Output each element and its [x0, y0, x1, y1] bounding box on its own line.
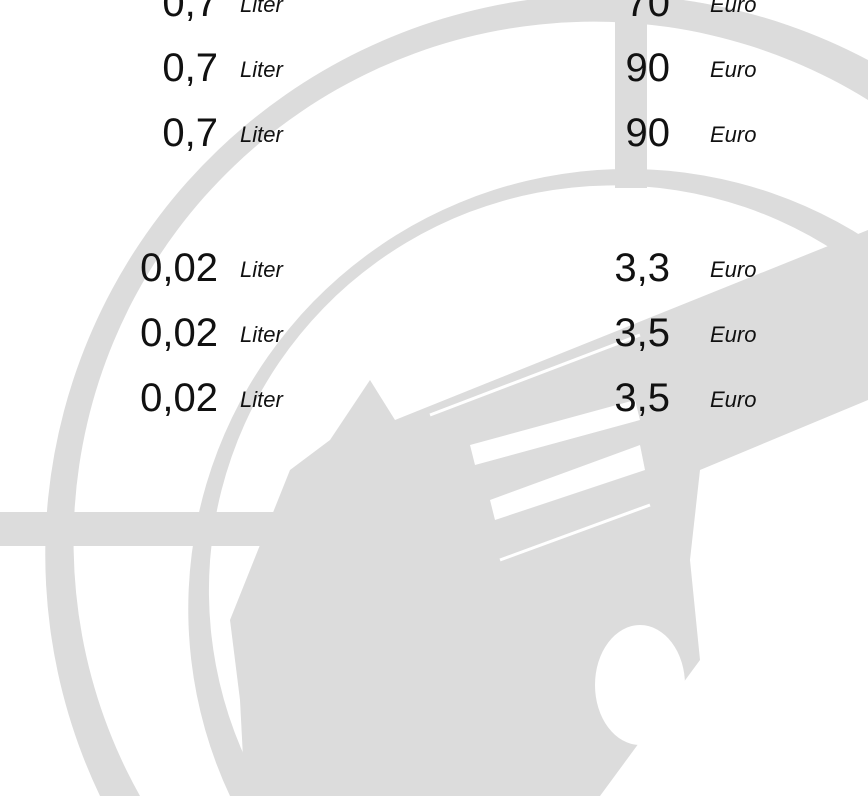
- crosshair-horizontal: [0, 512, 292, 546]
- volume: 0,7: [60, 108, 218, 158]
- price-unit: Euro: [710, 108, 756, 162]
- volume: 0,7: [60, 43, 218, 93]
- price-unit: Euro: [710, 0, 756, 32]
- volume-unit: Liter: [240, 43, 283, 97]
- volume-unit: Liter: [240, 243, 283, 297]
- price: 70: [520, 0, 670, 28]
- price: 90: [520, 43, 670, 93]
- price-unit: Euro: [710, 373, 756, 427]
- price-list-page: 0,7Liter70Euro0,7Liter90Euro0,7Liter90Eu…: [0, 0, 868, 796]
- volume-unit: Liter: [240, 373, 283, 427]
- volume-unit: Liter: [240, 308, 283, 362]
- volume: 0,02: [60, 243, 218, 293]
- volume-unit: Liter: [240, 108, 283, 162]
- price-unit: Euro: [710, 243, 756, 297]
- price: 3,3: [520, 243, 670, 293]
- price: 3,5: [520, 373, 670, 423]
- volume: 0,02: [60, 373, 218, 423]
- price-unit: Euro: [710, 308, 756, 362]
- price: 3,5: [520, 308, 670, 358]
- crosshair-vertical: [615, 0, 647, 188]
- volume: 0,7: [60, 0, 218, 28]
- volume: 0,02: [60, 308, 218, 358]
- trigger-guard: [595, 625, 685, 745]
- volume-unit: Liter: [240, 0, 283, 32]
- price: 90: [520, 108, 670, 158]
- price-unit: Euro: [710, 43, 756, 97]
